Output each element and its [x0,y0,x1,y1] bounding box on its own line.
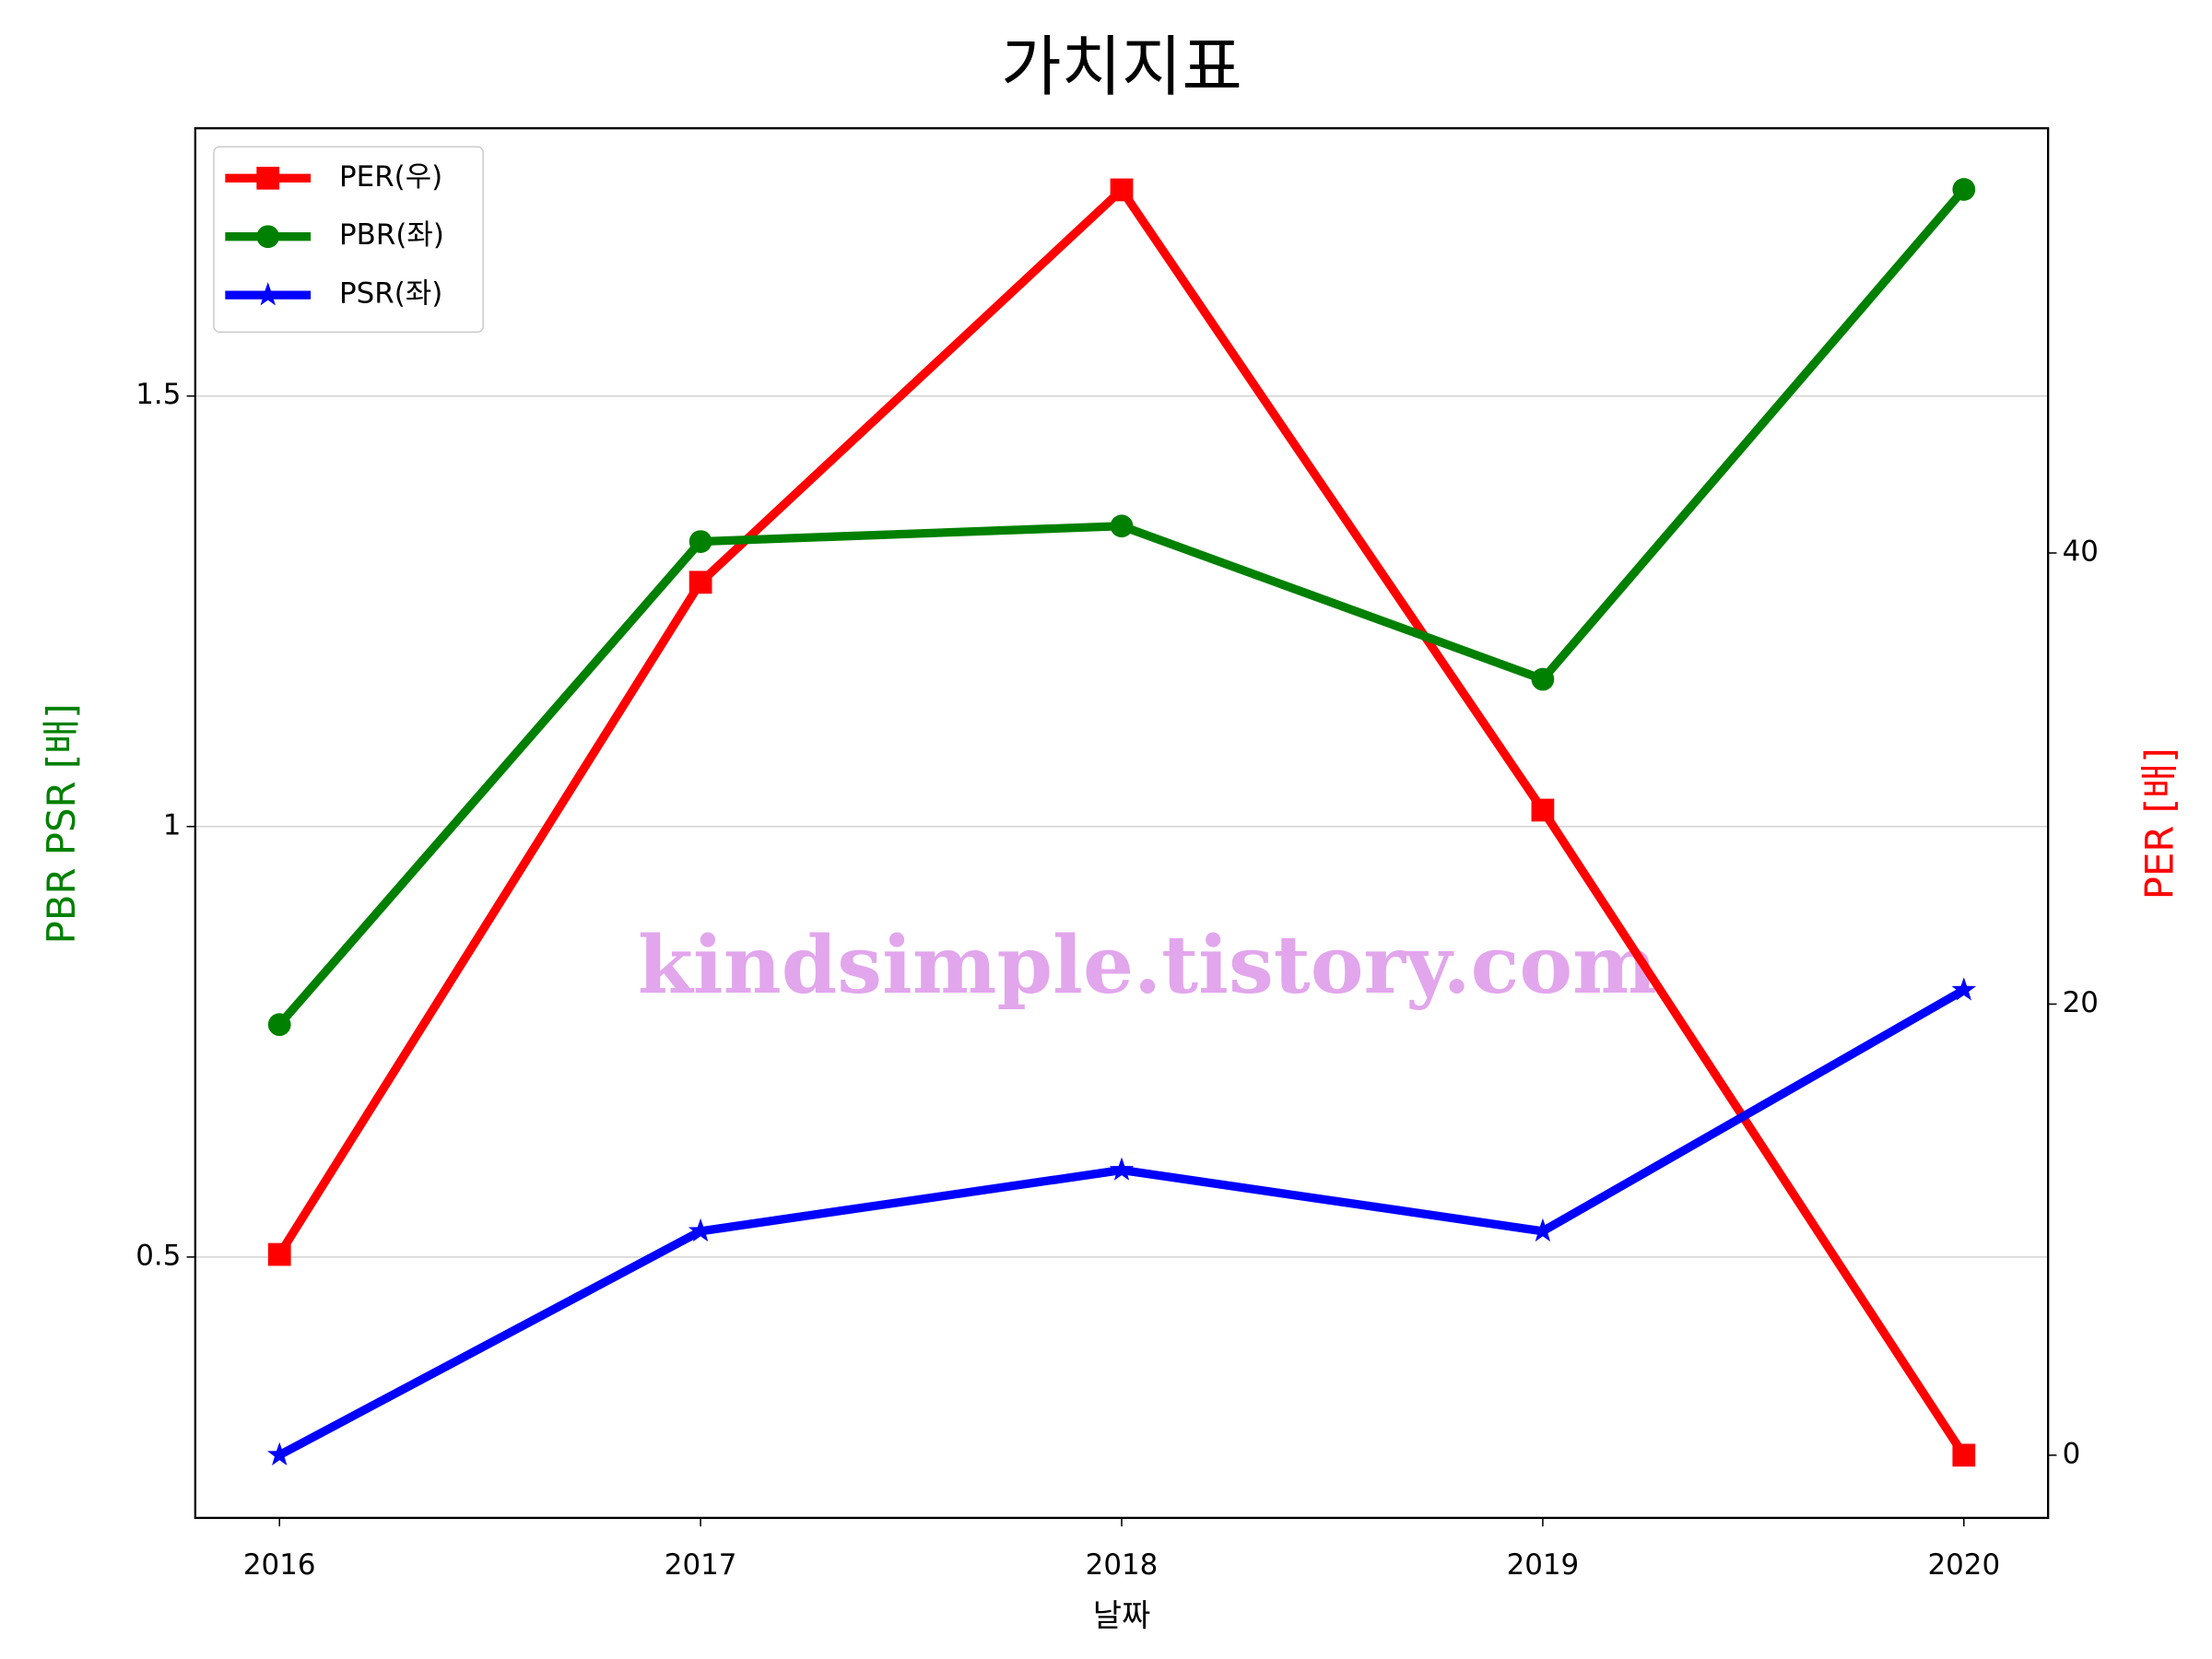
x-tick-label: 2018 [1086,1548,1159,1582]
legend-label: PER(우) [339,160,442,194]
y2-tick-label: 40 [2063,535,2099,568]
x-tick-label: 2017 [665,1548,737,1582]
marker [1109,1157,1135,1181]
marker [1531,667,1555,691]
y-axis-label: PBR PSR [배] [39,703,84,944]
x-tick-label: 2020 [1927,1548,2000,1582]
y-tick-label: 0.5 [135,1239,181,1272]
marker [1531,798,1555,822]
marker [1530,1218,1556,1242]
marker [255,282,280,306]
marker [688,530,712,553]
marker [1951,977,1977,1001]
marker [266,1441,292,1465]
marker [1952,1443,1976,1467]
y2-tick-label: 0 [2063,1437,2081,1470]
watermark: kindsimple.tistory.com [638,919,1657,1012]
marker [267,1013,291,1037]
y-tick-label: 1.5 [135,378,181,411]
marker [256,166,280,190]
y2-tick-label: 20 [2063,986,2099,1019]
legend-label: PSR(좌) [339,277,442,311]
legend-box [213,146,484,334]
marker [688,571,712,594]
x-axis-label: 날짜 [1093,1598,1151,1635]
marker [256,225,280,249]
x-tick-label: 2019 [1507,1548,1580,1582]
marker [688,1218,713,1242]
marker [267,1242,291,1266]
marker [1110,514,1134,538]
plot-frame [194,127,2050,1520]
y-tick-label: 1 [163,808,182,841]
legend: PER(우) PBR(좌) PSR(좌) [213,146,484,334]
chart-title: 가치지표 [1001,29,1242,105]
marker [1952,178,1976,201]
y2-axis-label: PER [배] [2136,747,2182,900]
x-tick-label: 2016 [243,1548,316,1582]
marker [1110,178,1134,202]
legend-label: PBR(좌) [339,218,444,252]
